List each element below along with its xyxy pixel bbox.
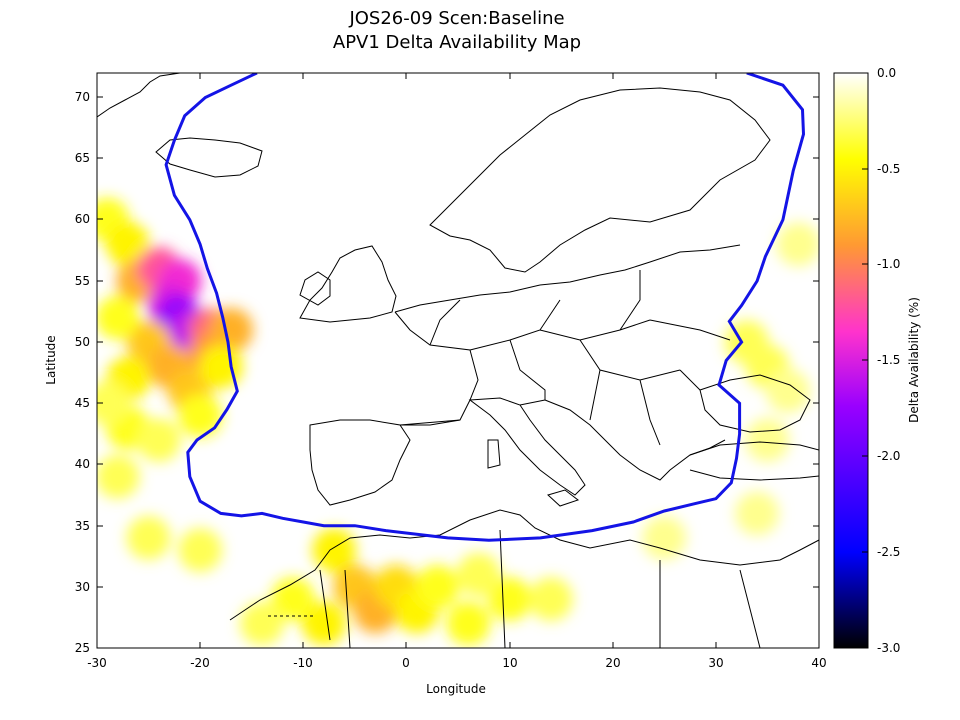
iceland-outline [155,137,263,178]
plot-frame [96,72,820,649]
heatmap-cell [126,515,171,560]
y-tick-label: 30 [75,580,90,594]
heatmap-cell [415,564,460,609]
continental-coast [394,284,541,313]
heatmap-cell [735,491,780,536]
x-tick-label: -10 [293,656,313,670]
heatmap-cell [766,369,811,414]
heatmap-cell [487,577,532,622]
heatmap-cell [270,577,315,622]
x-tick-label: 20 [605,656,620,670]
sardinia-outline [487,439,501,469]
scandinavia-outline [429,87,771,273]
colorbar-tick-label: -0.5 [877,162,900,176]
british-isles-outline [299,245,397,323]
y-tick-label: 65 [75,151,90,165]
heatmap-layer [97,197,819,646]
country-borders [319,270,761,648]
black-sea-outline [699,374,811,433]
heatmap-cell [97,381,130,426]
france-outline [394,311,479,426]
x-tick-label: 0 [402,656,410,670]
heatmap-cell [178,393,223,438]
heatmap-cell [528,577,573,622]
x-tick-marks [199,73,717,648]
y-tick-label: 55 [75,274,90,288]
x-tick-label: -30 [87,656,107,670]
heatmap-cell [97,295,140,340]
y-tick-label: 60 [75,212,90,226]
heatmap-cell [301,601,346,646]
colorbar-tick-label: 0.0 [877,66,896,80]
iberia-outline [309,419,411,506]
heatmap-cell [209,307,254,352]
x-tick-label: 10 [502,656,517,670]
italy-outline [468,397,586,496]
greenland-outline [97,73,181,118]
colorbar-tick-label: -2.5 [877,545,900,559]
ireland-outline [299,271,331,306]
sicily-outline [547,489,580,507]
heatmap-cell [776,222,819,267]
colorbar-tick-label: -2.0 [877,449,900,463]
y-tick-label: 25 [75,641,90,655]
y-tick-label: 35 [75,519,90,533]
x-axis-label: Longitude [426,682,486,696]
heatmap-cell [745,418,790,463]
heatmap-cell [446,601,491,646]
colorbar-ticks: 0.0 -0.5 -1.0 -1.5 -2.0 -2.5 -3.0 [877,66,900,655]
x-tick-label: -20 [190,656,210,670]
y-tick-label: 50 [75,335,90,349]
baltic-coast [539,244,741,286]
heatmap-cell [642,515,687,560]
y-axis-label: Latitude [44,335,58,384]
heatmap-cell [456,552,501,597]
colorbar-label: Delta Availability (%) [907,297,921,423]
x-tick-label: 30 [708,656,723,670]
x-axis: -30 -20 -10 0 10 20 30 40 [87,656,826,670]
y-tick-label: 40 [75,457,90,471]
heatmap-cell [198,344,243,389]
colorbar-tick-marks [862,168,868,553]
x-tick-label: 40 [811,656,826,670]
y-axis: 25 30 35 40 45 50 55 60 65 70 [75,90,90,655]
heatmap-cell [136,418,181,463]
heatmap-cell [178,528,223,573]
heatmap-cell [240,601,285,646]
colorbar-tick-label: -1.0 [877,257,900,271]
colorbar-tick-label: -1.5 [877,353,900,367]
chart-subtitle: APV1 Delta Availability Map [333,32,581,53]
heatmap-cell [105,222,150,267]
north-africa-coast [229,509,819,621]
service-area-boundary [164,73,806,542]
y-tick-marks [97,96,819,588]
colorbar-tick-label: -3.0 [877,641,900,655]
y-tick-label: 70 [75,90,90,104]
turkey-outline [689,441,819,481]
y-tick-label: 45 [75,396,90,410]
heatmap-cell [97,454,140,499]
heatmap-cell [312,528,357,573]
chart-title: JOS26-09 Scen:Baseline [348,8,564,29]
map-outlines [97,73,819,648]
